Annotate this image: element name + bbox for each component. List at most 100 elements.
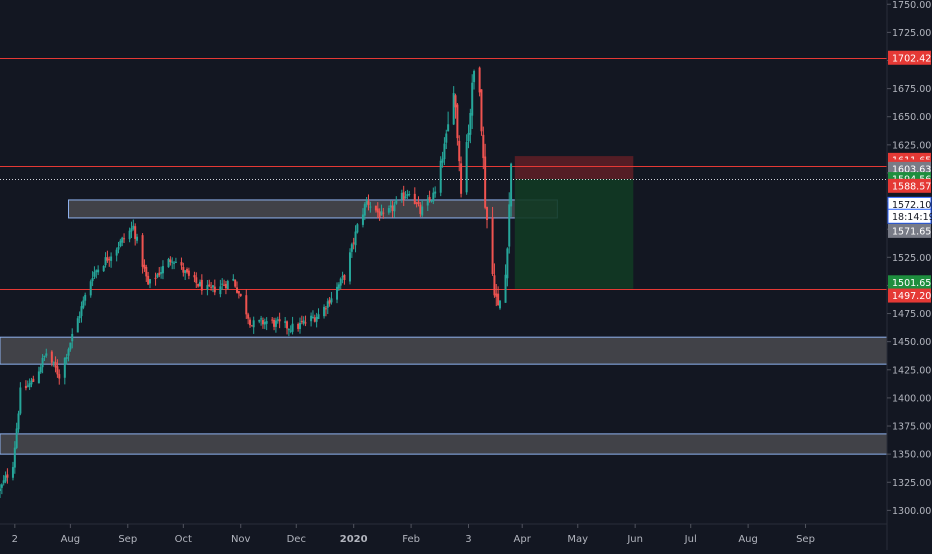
zone-rect[interactable] — [0, 336, 888, 365]
candle-body — [421, 206, 424, 216]
candle-body — [186, 269, 189, 273]
candle-body — [184, 270, 187, 273]
candle-body — [328, 300, 331, 304]
candle-body — [91, 278, 94, 282]
y-tick-label: 1400.00 — [892, 393, 931, 404]
candle-body — [248, 319, 251, 326]
position-risk-area[interactable] — [514, 156, 634, 180]
price-label-bg — [888, 50, 931, 65]
position-layer — [514, 156, 634, 289]
candle-body — [141, 235, 144, 267]
price-label-bg — [888, 178, 931, 193]
candle-body — [354, 231, 357, 246]
candle-body — [247, 314, 250, 319]
price-label[interactable]: 1571.65 — [888, 223, 931, 238]
candle-body — [493, 275, 496, 296]
candle-body — [284, 321, 287, 323]
candle-body — [245, 295, 248, 315]
candle-body — [71, 333, 74, 342]
candle-body — [278, 319, 281, 322]
y-tick-label: 1675.00 — [892, 84, 931, 95]
candle-body — [478, 67, 481, 93]
position-reward-area[interactable] — [514, 179, 634, 289]
candle-body — [393, 204, 396, 212]
candle-body — [298, 322, 301, 329]
candle-body — [123, 238, 126, 240]
candle-body — [447, 124, 450, 132]
candle-body — [110, 256, 113, 261]
candle-body — [30, 380, 33, 385]
candle-body — [482, 134, 485, 159]
price-label-text: 1571.65 — [892, 226, 931, 237]
candle-body — [108, 259, 111, 261]
candle-body — [369, 206, 372, 208]
y-tick-label: 1525.00 — [892, 253, 931, 264]
candle-body — [145, 267, 148, 277]
candle-body — [234, 279, 237, 287]
candle-body — [56, 366, 59, 375]
price-label-bg — [887, 208, 932, 224]
y-tick-label: 1475.00 — [892, 309, 931, 320]
zone-rect[interactable] — [0, 433, 888, 455]
price-label[interactable]: 1702.42 — [888, 50, 931, 65]
candle-body — [236, 287, 239, 293]
candle-body — [50, 351, 53, 363]
candle-body — [365, 200, 368, 205]
candle-body — [224, 283, 227, 289]
candle-body — [15, 428, 18, 448]
candle-body — [11, 467, 14, 478]
candle-body — [265, 321, 268, 324]
candle-body — [200, 279, 203, 291]
price-label[interactable]: 1588.57 — [888, 178, 931, 193]
candle-body — [84, 294, 87, 301]
candle-body — [226, 280, 229, 290]
candle-body — [89, 281, 92, 296]
candle-body — [326, 301, 329, 308]
price-labels-layer: 1702.421611.651605.801603.631594.561588.… — [887, 50, 932, 303]
y-tick-label: 1725.00 — [892, 28, 931, 39]
candle-body — [193, 275, 196, 278]
candle-body — [497, 293, 500, 306]
candle-body — [182, 266, 185, 273]
x-tick-label: Oct — [175, 534, 192, 545]
candle-body — [387, 208, 390, 213]
candle-body — [382, 212, 385, 214]
horizontal-lines-layer — [0, 58, 887, 290]
price-label[interactable]: 1501.65 — [888, 275, 931, 290]
candle-body — [160, 272, 163, 274]
price-label-text: 1702.42 — [892, 53, 931, 64]
candle-body — [206, 285, 209, 290]
candle-body — [363, 204, 366, 216]
price-label-bg — [888, 223, 931, 238]
candle-body — [260, 318, 263, 320]
zone-rect[interactable] — [68, 199, 558, 219]
candle-body — [252, 320, 255, 328]
price-label[interactable]: 1497.20 — [888, 288, 931, 303]
candle-body — [106, 257, 109, 261]
candle-body — [121, 237, 124, 243]
candle-body — [104, 257, 107, 266]
time-axis[interactable]: 2 Aug Sep Oct Nov Dec 2020 Feb 3 Apr May Jun Jul Aug S… — [12, 524, 815, 545]
price-label-bg — [888, 275, 931, 290]
candle-body — [143, 264, 146, 269]
candle-body — [337, 284, 340, 289]
x-tick-label: 2 — [12, 534, 18, 545]
candle-body — [428, 196, 431, 200]
candle-body — [348, 252, 351, 282]
candle-body — [508, 204, 511, 247]
candle-body — [167, 258, 170, 268]
x-tick-label: Dec — [287, 534, 306, 545]
candle-body — [287, 329, 290, 331]
candle-body — [158, 272, 161, 276]
x-tick-label: Jun — [626, 534, 643, 545]
candle-body — [317, 314, 320, 319]
x-tick-label: May — [567, 534, 588, 545]
candle-body — [460, 163, 463, 194]
candle-body — [197, 283, 200, 287]
candle-body — [341, 276, 344, 278]
candle-body — [173, 262, 176, 264]
price-label[interactable]: 18:14:19 — [887, 208, 932, 224]
candle-body — [313, 317, 316, 322]
